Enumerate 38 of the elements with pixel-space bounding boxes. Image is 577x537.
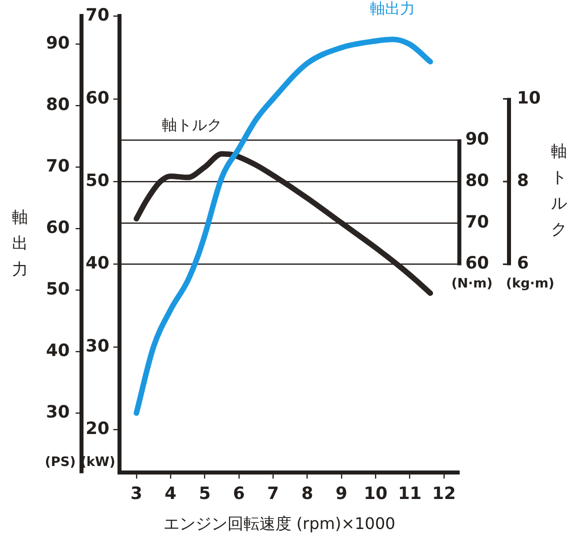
y2-tick-label: 90 (465, 130, 490, 150)
y-tick-label: 40 (86, 254, 110, 274)
y2-tick-label: 80 (465, 170, 490, 191)
y3-tick-label: 90 (46, 33, 70, 54)
y3-tick-label: 30 (46, 402, 70, 422)
y2-tick-label: 70 (465, 212, 490, 232)
x-tick-label: 5 (198, 484, 211, 504)
annotation: (N·m) (451, 276, 493, 292)
y-axis-title: 軸出力 (12, 208, 28, 279)
text: (kg·m) (506, 276, 554, 292)
text: (PS) (44, 454, 76, 470)
x-axis-title: エンジン回転速度 (rpm)×1000 (163, 514, 396, 533)
y-tick-label: 60 (86, 88, 110, 108)
text: 10 (517, 88, 541, 108)
x-tick-label: 6 (233, 484, 245, 504)
series-label: 軸トルク (162, 116, 222, 134)
y3-tick-label: 70 (46, 156, 70, 176)
x-tick-label: 4 (164, 484, 177, 504)
y-tick-label: 20 (86, 419, 110, 440)
y2-axis-title: 軸トルク (551, 142, 567, 239)
y-tick-label: 30 (86, 336, 110, 356)
series-label: 軸出力 (370, 0, 416, 18)
y2-tick-label: 60 (465, 254, 490, 274)
x-tick-label: 7 (267, 484, 280, 504)
x-tick-label: 8 (301, 484, 314, 504)
x-tick-label: 9 (336, 484, 348, 504)
y3-tick-label: 60 (46, 218, 70, 238)
y-tick-label: 70 (86, 6, 110, 26)
text: 6 (517, 254, 529, 274)
x-tick-label: 3 (130, 484, 142, 504)
x-tick-label: 11 (398, 484, 422, 504)
text: 8 (517, 170, 529, 191)
y-tick-label: 50 (86, 170, 110, 191)
x-tick-label: 12 (432, 484, 456, 504)
y3-tick-label: 40 (46, 340, 70, 361)
x-tick-label: 10 (364, 484, 388, 504)
y3-tick-label: 50 (46, 279, 70, 300)
y3-tick-label: 80 (46, 94, 70, 115)
